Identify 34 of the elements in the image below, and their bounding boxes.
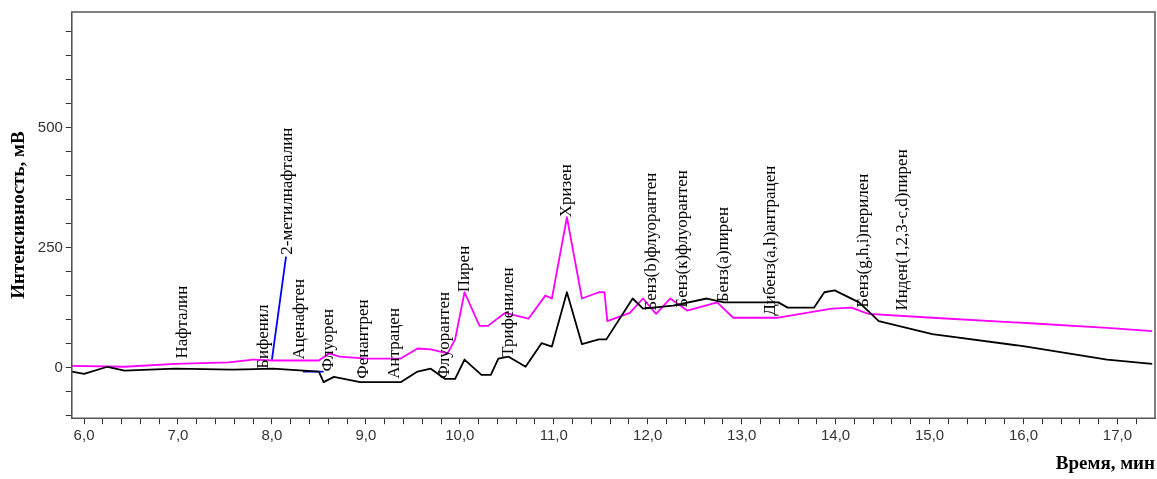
y-tick-label: 500 [37, 117, 63, 135]
annotation: Инден(1,2,3-c,d)пирен [891, 149, 911, 311]
annotation: Флуорен [317, 308, 337, 372]
annotation: Дибенз(a,h)антрацен [760, 165, 780, 316]
annotation: Пирен [453, 245, 473, 293]
annotation: Антрацен [383, 307, 403, 379]
y-tick-label: 250 [37, 237, 63, 255]
x-tick-label: 9,0 [355, 426, 377, 444]
annotation: Нафталин [172, 285, 192, 359]
x-tick-label: 16,0 [1008, 426, 1039, 444]
x-tick-label: 8,0 [261, 426, 283, 444]
x-axis-title: Время, мин [1055, 451, 1156, 473]
x-tick-label: 14,0 [820, 426, 851, 444]
x-tick-label: 7,0 [167, 426, 189, 444]
annotation: Трифенилен [498, 267, 518, 357]
x-tick-label: 17,0 [1102, 426, 1133, 444]
annotation: Фенантрен [353, 299, 373, 379]
annotation: Бенз(к)флуорантен [671, 170, 691, 308]
annotation: Бенз(b)флуорантен [640, 172, 660, 311]
x-tick-label: 15,0 [914, 426, 945, 444]
annotation: Бенз(а)пирен [713, 207, 733, 303]
annotation: Аценафтен [288, 278, 308, 360]
annotation: 2-метилнафталин [277, 127, 297, 255]
x-tick-label: 6,0 [73, 426, 95, 444]
annotation: Флуорантен [434, 291, 454, 379]
annotation: Хризен [556, 164, 576, 218]
y-axis-title: Интенсивность, мВ [7, 131, 29, 299]
x-tick-label: 13,0 [727, 426, 757, 444]
annotation: Бифенил [252, 304, 272, 369]
y-tick-label: 0 [54, 357, 63, 375]
x-tick-label: 11,0 [539, 426, 568, 444]
x-tick-label: 12,0 [633, 426, 663, 444]
x-tick-label: 10,0 [445, 426, 475, 444]
annotation: Бенз(g,h,i)перилен [853, 173, 873, 308]
